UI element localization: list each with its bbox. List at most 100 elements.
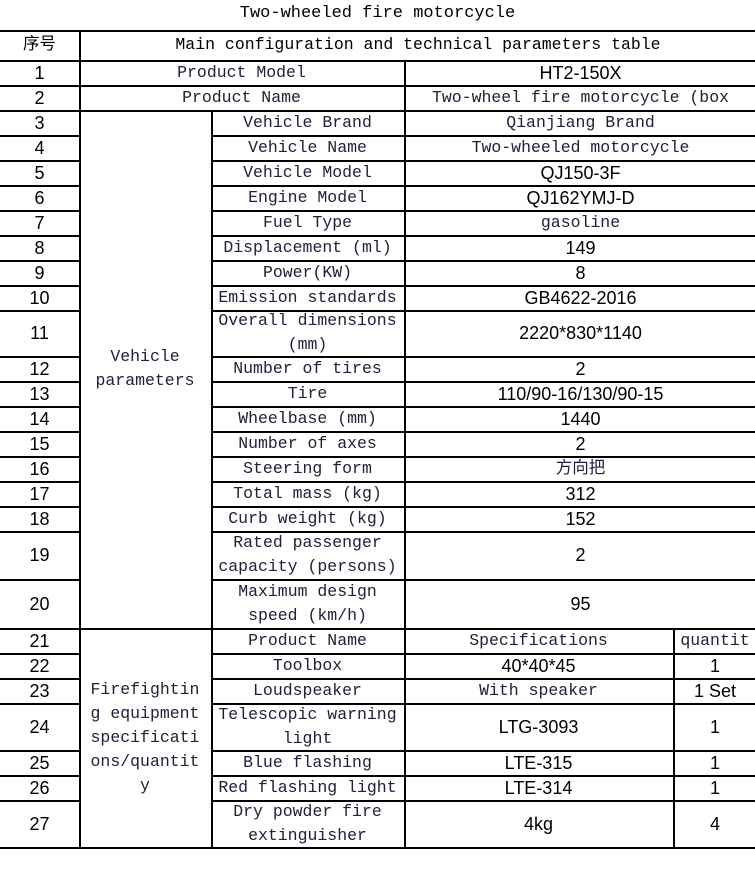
- row-spec-text: LTG-3093: [498, 716, 579, 737]
- row-label: Telescopic warning light: [211, 703, 406, 752]
- row-label: Product Model: [79, 60, 406, 87]
- header-main-cell-text: Main configuration and technical paramet…: [175, 35, 661, 54]
- row-spec-text: With speaker: [479, 680, 598, 700]
- row-number-text: 25: [29, 752, 50, 773]
- row-number-text: 23: [29, 680, 50, 701]
- row-number-text: 27: [29, 813, 50, 834]
- row-number: 20: [0, 579, 81, 630]
- row-label-text: Engine Model: [248, 187, 367, 207]
- row-value-text: Two-wheeled motorcycle: [471, 137, 690, 157]
- row-value-text: 2: [575, 545, 586, 565]
- row-quantity-text: 1: [709, 716, 720, 737]
- row-value-text: 110/90-16/130/90-15: [497, 383, 664, 404]
- row-label-text: Maximum design speed (km/h): [238, 581, 377, 625]
- row-number-text: 9: [34, 262, 45, 283]
- row-value: 方向把: [404, 456, 755, 483]
- row-quantity: 1 Set: [673, 678, 755, 705]
- row-label-text: Toolbox: [272, 655, 343, 675]
- row-quantity-text: 1: [709, 655, 720, 676]
- row-label-text: Product Name: [182, 87, 301, 107]
- row-label-text: Product Model: [177, 62, 306, 82]
- row-number: 17: [0, 481, 81, 508]
- row-label-text: Vehicle Model: [243, 162, 372, 182]
- row-label: Dry powder fire extinguisher: [211, 800, 406, 849]
- row-number: 27: [0, 800, 81, 849]
- row-quantity: quantit: [673, 628, 755, 655]
- row-spec: With speaker: [404, 678, 675, 705]
- row-number-text: 5: [34, 162, 45, 183]
- row-spec: Specifications: [404, 628, 675, 655]
- row-label-text: Blue flashing: [243, 752, 372, 772]
- row-label-text: Vehicle Name: [248, 137, 367, 157]
- row-value: 149: [404, 235, 755, 262]
- row-label: Curb weight (kg): [211, 506, 406, 533]
- row-spec-text: LTE-314: [504, 777, 573, 798]
- row-value-text: 152: [565, 508, 596, 529]
- row-spec-text: LTE-315: [504, 752, 573, 773]
- table-top-border: [0, 30, 755, 32]
- row-number-text: 7: [34, 212, 45, 233]
- row-label-text: Rated passenger capacity (persons): [218, 533, 397, 576]
- row-label: Number of axes: [211, 431, 406, 458]
- row-quantity: 1: [673, 775, 755, 802]
- row-label: Maximum design speed (km/h): [211, 579, 406, 630]
- row-value-text: 95: [570, 593, 591, 614]
- row-label-text: Displacement (ml): [223, 237, 392, 257]
- row-number-text: 8: [34, 237, 45, 258]
- row-value: Two-wheeled motorcycle: [404, 135, 755, 162]
- row-value: HT2-150X: [404, 60, 755, 87]
- row-number-text: 2: [34, 87, 45, 108]
- row-number: 19: [0, 531, 81, 581]
- row-value: 1440: [404, 406, 755, 433]
- vehicle-group-label: Vehicle parameters: [79, 110, 213, 630]
- row-label: Toolbox: [211, 653, 406, 680]
- row-value-text: 149: [565, 237, 596, 258]
- row-number: 14: [0, 406, 81, 433]
- row-label-text: Overall dimensions (mm): [218, 311, 397, 354]
- row-value: gasoline: [404, 210, 755, 237]
- row-number: 22: [0, 653, 81, 680]
- row-number-text: 16: [29, 458, 50, 479]
- row-label-text: Wheelbase (mm): [238, 408, 377, 428]
- row-number-text: 14: [29, 408, 50, 429]
- row-label-text: Dry powder fire extinguisher: [233, 801, 382, 845]
- row-value-text: Two-wheel fire motorcycle (box: [431, 87, 730, 107]
- row-label: Displacement (ml): [211, 235, 406, 262]
- header-main-cell: Main configuration and technical paramet…: [79, 30, 755, 62]
- row-label-text: Tire: [287, 383, 328, 403]
- row-value-text: Qianjiang Brand: [506, 112, 655, 132]
- row-label: Emission standards: [211, 285, 406, 312]
- row-number: 13: [0, 381, 81, 408]
- equipment-group-label-text: Firefighting equipment specifications/qu…: [90, 679, 200, 795]
- row-number: 9: [0, 260, 81, 287]
- row-number: 8: [0, 235, 81, 262]
- row-label: Steering form: [211, 456, 406, 483]
- row-label: Power(KW): [211, 260, 406, 287]
- row-label: Vehicle Brand: [211, 110, 406, 137]
- row-number: 7: [0, 210, 81, 237]
- row-label: Vehicle Name: [211, 135, 406, 162]
- row-number: 11: [0, 310, 81, 358]
- row-label: Rated passenger capacity (persons): [211, 531, 406, 581]
- row-number-text: 11: [30, 323, 49, 343]
- vehicle-group-label-text: Vehicle parameters: [95, 347, 195, 390]
- row-number: 23: [0, 678, 81, 705]
- row-number-text: 18: [29, 508, 50, 529]
- row-label: Loudspeaker: [211, 678, 406, 705]
- row-value-text: 1440: [560, 408, 601, 429]
- row-quantity-text: 4: [709, 813, 720, 834]
- row-quantity: 1: [673, 750, 755, 777]
- row-label: Product Name: [211, 628, 406, 655]
- row-number-text: 13: [29, 383, 50, 404]
- row-number: 2: [0, 85, 81, 112]
- row-spec: 40*40*45: [404, 653, 675, 680]
- row-number: 5: [0, 160, 81, 187]
- row-spec-text: 40*40*45: [501, 655, 576, 676]
- row-number-text: 17: [29, 483, 50, 504]
- row-number: 18: [0, 506, 81, 533]
- row-number: 16: [0, 456, 81, 483]
- header-no-cell-text: 序号: [23, 35, 56, 54]
- row-quantity: 4: [673, 800, 755, 849]
- row-label: Product Name: [79, 85, 406, 112]
- row-label: Overall dimensions (mm): [211, 310, 406, 358]
